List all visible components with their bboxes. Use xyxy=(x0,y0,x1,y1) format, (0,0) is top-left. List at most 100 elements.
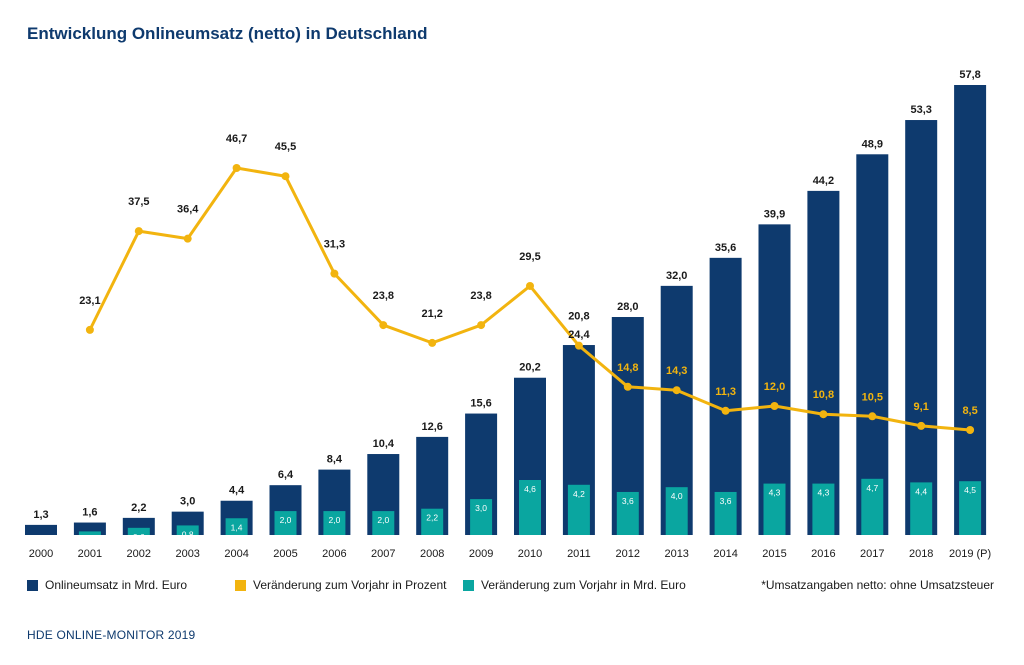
change-bar-15 xyxy=(763,483,786,535)
x-tick-label-13: 2013 xyxy=(664,548,688,560)
chart-canvas: 1,3 1,6 2,2 3,0 4,4 6,4 8,4 10,4 12,6 15,6 20,2 24,… xyxy=(25,69,991,560)
percent-label-5: 45,5 xyxy=(275,141,296,153)
change-bar-5 xyxy=(274,511,297,535)
change-bar-3 xyxy=(176,525,199,535)
percent-point-18 xyxy=(917,421,926,430)
change-bar-12 xyxy=(616,491,639,535)
change-bar-19 xyxy=(959,481,982,535)
change-label-4: 1,4 xyxy=(231,522,243,532)
percent-label-16: 10,8 xyxy=(813,389,834,401)
change-label-15: 4,3 xyxy=(769,488,781,498)
revenue-label-19: 57,8 xyxy=(959,69,980,81)
revenue-label-6: 8,4 xyxy=(327,454,343,466)
legend-label-change: Veränderung zum Vorjahr in Mrd. Euro xyxy=(481,578,686,592)
x-tick-label-4: 2004 xyxy=(224,548,248,560)
x-tick-label-16: 2016 xyxy=(811,548,835,560)
revenue-label-16: 44,2 xyxy=(813,175,834,187)
revenue-label-17: 48,9 xyxy=(862,138,883,150)
percent-point-16 xyxy=(819,410,828,419)
legend-label-percent: Veränderung zum Vorjahr in Prozent xyxy=(253,578,447,592)
change-label-6: 2,0 xyxy=(328,515,340,525)
percent-label-14: 11,3 xyxy=(715,386,736,398)
percent-label-9: 23,8 xyxy=(470,290,491,302)
legend-item-revenue: Onlineumsatz in Mrd. Euro xyxy=(27,578,187,592)
revenue-label-7: 10,4 xyxy=(373,438,395,450)
change-bar-6 xyxy=(323,511,346,535)
revenue-bar-18 xyxy=(905,120,938,535)
x-tick-label-9: 2009 xyxy=(469,548,493,560)
x-tick-label-0: 2000 xyxy=(29,548,53,560)
revenue-bar-14 xyxy=(709,257,742,535)
percent-point-17 xyxy=(868,412,877,421)
change-bar-11 xyxy=(567,484,590,535)
change-bar-1 xyxy=(78,531,101,535)
change-bar-9 xyxy=(470,499,493,535)
legend-item-change: Veränderung zum Vorjahr in Mrd. Euro xyxy=(463,578,686,592)
x-tick-label-19: 2019 (P) xyxy=(949,548,991,560)
percent-label-11: 20,8 xyxy=(568,311,589,323)
legend-item-percent: Veränderung zum Vorjahr in Prozent xyxy=(235,578,446,592)
change-bar-8 xyxy=(421,508,444,535)
percent-label-2: 37,5 xyxy=(128,196,149,208)
percent-label-7: 23,8 xyxy=(373,290,394,302)
change-label-10: 4,6 xyxy=(524,484,536,494)
revenue-label-12: 28,0 xyxy=(617,301,638,313)
x-tick-label-10: 2010 xyxy=(518,548,542,560)
change-label-14: 3,6 xyxy=(720,496,732,506)
percent-label-18: 9,1 xyxy=(914,401,929,413)
percent-point-19 xyxy=(966,426,975,434)
change-label-17: 4,7 xyxy=(866,483,878,493)
percent-label-17: 10,5 xyxy=(862,391,883,403)
percent-point-11 xyxy=(574,341,583,350)
percent-point-10 xyxy=(526,281,534,290)
revenue-bar-15 xyxy=(758,224,791,535)
change-label-19: 4,5 xyxy=(964,485,976,495)
percent-label-13: 14,3 xyxy=(666,365,687,377)
x-tick-label-14: 2014 xyxy=(713,548,737,560)
x-tick-label-2: 2002 xyxy=(127,548,151,560)
percent-point-4 xyxy=(232,164,241,172)
percent-point-1 xyxy=(85,325,94,334)
change-label-1: 0,3 xyxy=(84,535,96,545)
percent-point-9 xyxy=(477,321,486,330)
legend-swatch-revenue xyxy=(27,579,38,591)
revenue-label-11: 24,4 xyxy=(568,329,590,341)
legend-swatch-change xyxy=(463,579,474,591)
percent-point-12 xyxy=(623,382,632,391)
change-bar-18 xyxy=(910,482,933,535)
change-label-7: 2,0 xyxy=(377,515,389,525)
footnote: *Umsatzangaben netto: ohne Umsatzsteuer xyxy=(761,578,994,592)
percent-point-6 xyxy=(330,269,339,278)
change-label-5: 2,0 xyxy=(280,515,292,525)
change-bar-4 xyxy=(225,518,248,535)
percent-point-7 xyxy=(379,321,388,330)
legend: Onlineumsatz in Mrd. Euro Veränderung zu… xyxy=(27,578,994,598)
revenue-label-13: 32,0 xyxy=(666,270,687,282)
change-label-11: 4,2 xyxy=(573,489,585,499)
change-label-9: 3,0 xyxy=(475,503,487,513)
percent-point-13 xyxy=(672,386,681,395)
percent-label-10: 29,5 xyxy=(519,251,540,263)
source-footer: HDE ONLINE-MONITOR 2019 xyxy=(27,628,196,642)
change-label-2: 0,6 xyxy=(133,532,145,542)
percent-label-6: 31,3 xyxy=(324,239,345,251)
percent-point-5 xyxy=(281,172,290,181)
change-label-16: 4,3 xyxy=(817,488,829,498)
percent-label-15: 12,0 xyxy=(764,381,785,393)
revenue-bar-16 xyxy=(807,190,840,535)
percent-label-8: 21,2 xyxy=(421,308,442,320)
percent-label-3: 36,4 xyxy=(177,204,199,216)
percent-label-1: 23,1 xyxy=(79,295,100,307)
change-bar-10 xyxy=(519,480,541,535)
x-tick-label-18: 2018 xyxy=(909,548,933,560)
revenue-label-14: 35,6 xyxy=(715,242,736,254)
revenue-label-9: 15,6 xyxy=(470,398,491,410)
legend-swatch-percent xyxy=(235,579,246,591)
percent-point-8 xyxy=(428,338,437,347)
percent-point-14 xyxy=(721,406,730,415)
percent-point-2 xyxy=(134,227,143,236)
x-tick-label-17: 2017 xyxy=(860,548,884,560)
legend-label-revenue: Onlineumsatz in Mrd. Euro xyxy=(45,578,188,592)
revenue-label-0: 1,3 xyxy=(33,509,48,521)
change-label-3: 0,8 xyxy=(182,529,194,539)
